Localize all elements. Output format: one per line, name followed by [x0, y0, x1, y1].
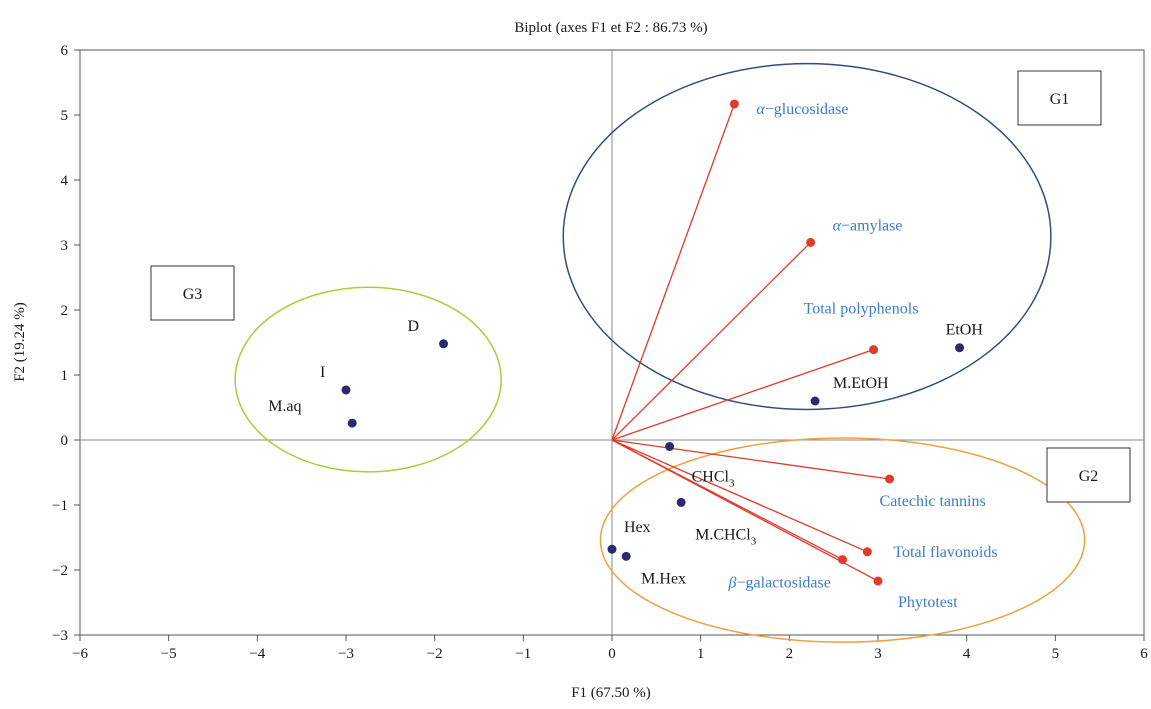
- x-tick-label: 6: [1140, 646, 1148, 662]
- y-tick-label: −3: [52, 628, 68, 644]
- label-etoh: EtOH: [946, 322, 984, 339]
- label-chcl3: CHCl3: [692, 469, 735, 490]
- variable-point-alpha-amylase: [806, 237, 816, 247]
- observation-points: [341, 339, 965, 561]
- x-tick-label: −3: [338, 646, 354, 662]
- y-tick-label: −1: [52, 498, 68, 514]
- variable-label-total-flavonoids: Total flavonoids: [893, 544, 997, 561]
- vector-alpha-amylase: [611, 241, 812, 441]
- variable-label-catechic-tannins: Catechic tannins: [880, 493, 986, 510]
- x-tick-label: −2: [427, 646, 443, 662]
- group-boxes: G1 G2 G3: [150, 70, 1131, 503]
- variable-label-beta-galactosidase: β−galactosidase: [728, 575, 831, 592]
- x-tick-label: 2: [786, 646, 794, 662]
- point-d: [439, 339, 449, 349]
- x-tick-label: −5: [161, 646, 177, 662]
- point-m-hex: [621, 551, 631, 561]
- point-hex: [607, 544, 617, 554]
- variable-label-alpha-glucosidase: α−glucosidase: [756, 101, 848, 118]
- variable-point-phytotest: [873, 576, 883, 586]
- x-axis-title: F1 (67.50 %): [571, 685, 651, 701]
- vector-catechic-tannins: [611, 439, 890, 480]
- label-m-etoh: M.EtOH: [833, 375, 889, 392]
- point-m-etoh: [810, 396, 820, 406]
- y-tick-label: 4: [61, 173, 69, 189]
- vector-alpha-glucosidase: [611, 103, 735, 441]
- point-etoh: [955, 343, 965, 353]
- group-ellipses: [234, 62, 1086, 643]
- variable-point-total-polyphenols: [869, 345, 879, 355]
- variable-vectors: [611, 99, 895, 586]
- group-label-g3: G3: [183, 286, 203, 303]
- x-tick-label: 5: [1052, 646, 1060, 662]
- ellipse-g2: [599, 437, 1086, 643]
- label-d: D: [408, 318, 420, 335]
- variable-label-phytotest: Phytotest: [898, 594, 958, 611]
- label-m-chcl3: M.CHCl3: [695, 526, 757, 547]
- vector-phytotest: [611, 439, 879, 582]
- x-tick-label: 0: [608, 646, 616, 662]
- y-tick-label: 2: [61, 303, 69, 319]
- variable-point-alpha-glucosidase: [729, 99, 739, 109]
- label-i: I: [320, 364, 325, 381]
- vector-total-polyphenols: [611, 349, 874, 441]
- label-hex: Hex: [624, 519, 651, 536]
- vector-total-flavonoids: [611, 439, 868, 553]
- y-tick-label: 6: [61, 43, 69, 59]
- ellipse-g1: [562, 62, 1052, 411]
- y-tick-label: 0: [61, 433, 69, 449]
- point-chcl3: [665, 442, 675, 451]
- group-label-g1: G1: [1050, 91, 1070, 108]
- axis-ticks: −6 −5 −4 −3 −2 −1 0 1 2 3 4 5 6 −3 −2 −1 0 1 2 3 4 5 6: [52, 43, 1148, 662]
- group-box-g1: [1017, 70, 1102, 126]
- variable-point-catechic-tannins: [885, 474, 895, 484]
- point-m-aq: [347, 418, 357, 428]
- point-m-chcl3: [676, 497, 686, 507]
- variable-labels: α−glucosidase α−amylase Total polyphenols C…: [728, 101, 998, 611]
- y-tick-label: 1: [61, 368, 69, 384]
- variable-point-beta-galactosidase: [838, 555, 848, 565]
- point-i: [341, 385, 351, 395]
- group-box-g2: [1046, 447, 1131, 503]
- observation-labels: D I M.aq EtOH M.EtOH CHCl3 M.CHCl3 Hex M.Hex: [268, 318, 983, 588]
- y-tick-label: 3: [61, 238, 69, 254]
- y-tick-label: 5: [61, 108, 69, 124]
- label-m-aq: M.aq: [268, 398, 301, 415]
- x-tick-label: 3: [874, 646, 882, 662]
- y-axis-title: F2 (19.24 %): [12, 302, 28, 382]
- chart-title: Biplot (axes F1 et F2 : 86.73 %): [514, 20, 707, 36]
- variable-label-total-polyphenols: Total polyphenols: [804, 301, 919, 318]
- group-label-g2: G2: [1079, 468, 1099, 485]
- x-tick-label: 4: [963, 646, 971, 662]
- x-tick-label: −4: [249, 646, 265, 662]
- label-m-hex: M.Hex: [641, 570, 686, 587]
- x-tick-label: −6: [72, 646, 88, 662]
- ellipse-g3: [234, 286, 502, 473]
- y-tick-label: −2: [52, 563, 68, 579]
- x-tick-label: −1: [515, 646, 531, 662]
- variable-point-total-flavonoids: [862, 547, 872, 557]
- group-box-g3: [150, 265, 235, 321]
- variable-label-alpha-amylase: α−amylase: [833, 217, 903, 234]
- x-tick-label: 1: [697, 646, 705, 662]
